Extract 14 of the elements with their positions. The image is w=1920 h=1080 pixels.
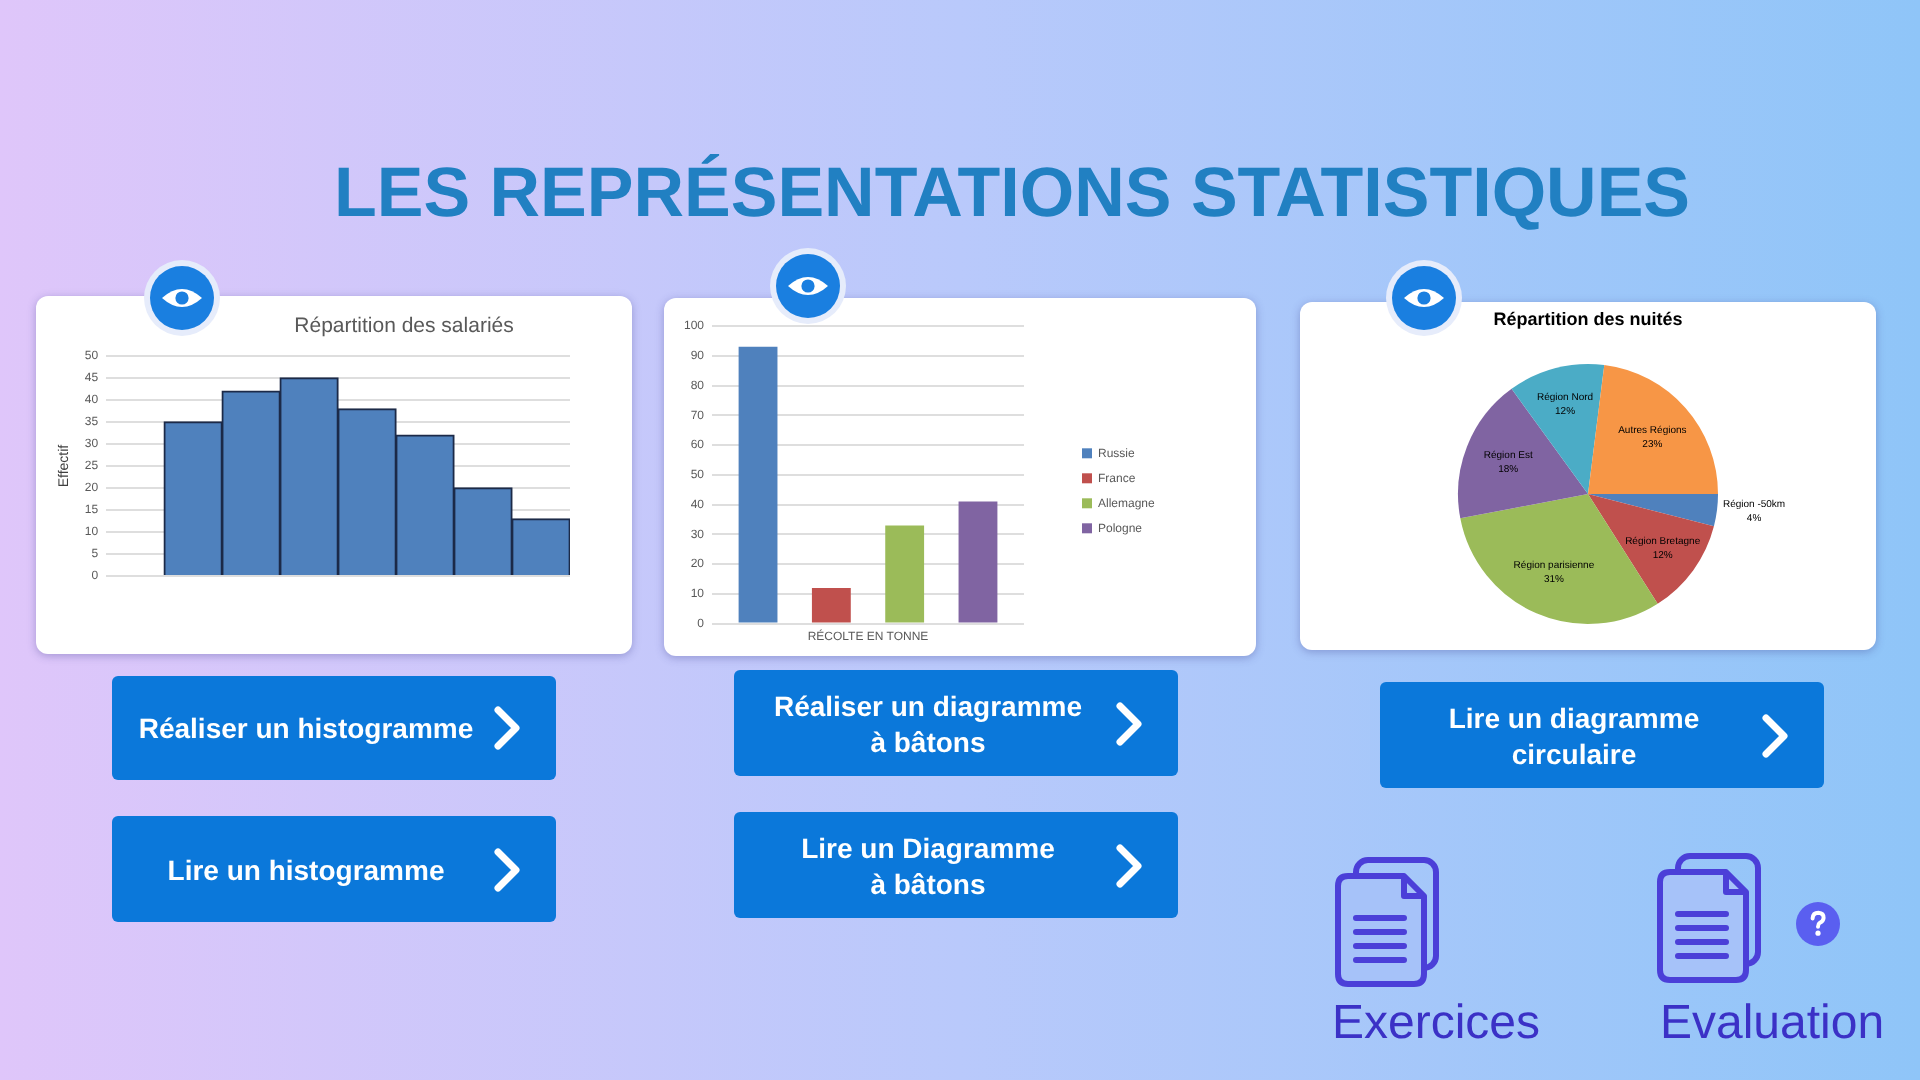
chart-title: Répartition des nuités [1493,308,1683,329]
chart-title: Répartition des salariés [294,313,514,338]
text: Lire un diagramme circulaire [1446,699,1702,773]
bar [811,587,851,623]
text: LES REPRÉSENTATIONS STATISTIQUES [331,152,1693,236]
text: Lire un histogramme [165,851,447,890]
bar [958,501,998,623]
text: Réaliser un histogramme [136,710,476,748]
text: Lire un Diagramme à bâtons [799,829,1057,903]
bar [738,346,778,623]
text: Exercices [1331,996,1541,1052]
text: Réaliser un diagramme à bâtons [771,687,1085,761]
bar [885,525,925,623]
text: Evaluation [1659,996,1885,1052]
